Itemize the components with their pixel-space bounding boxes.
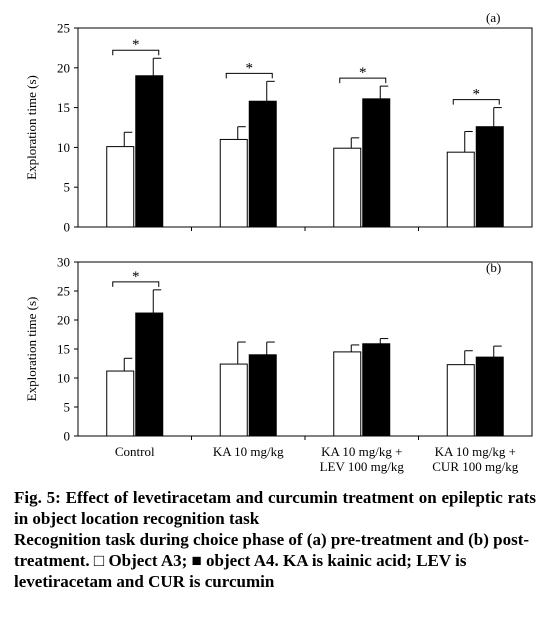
y-tick-label: 5 (64, 180, 71, 195)
significance-star: * (246, 60, 254, 76)
y-tick-label: 0 (64, 429, 71, 444)
y-tick-label: 0 (64, 220, 71, 235)
significance-star: * (473, 87, 481, 103)
y-tick-label: 5 (64, 400, 71, 415)
y-tick-label: 20 (57, 60, 70, 75)
bar-object-a3 (446, 151, 475, 228)
panel-label: (a) (486, 10, 500, 25)
bar-object-a3 (219, 363, 248, 437)
chart-panel-2: 0 5 10 15 20 25 30 Exploration time (s) (b) * (24, 255, 533, 444)
bar-object-a3 (106, 370, 135, 437)
caption-title: Fig. 5: Effect of levetiracetam and curc… (14, 488, 536, 528)
y-tick-label: 25 (57, 21, 70, 36)
y-tick-label: 25 (57, 284, 70, 299)
y-axis-label: Exploration time (s) (24, 297, 39, 402)
x-category-label: KA 10 mg/kg + (435, 444, 516, 459)
bar-object-a3 (333, 351, 362, 437)
caption-body: Recognition task during choice phase of … (14, 530, 530, 591)
x-category-label: LEV 100 mg/kg (320, 459, 405, 474)
figure-caption: Fig. 5: Effect of levetiracetam and curc… (14, 487, 536, 592)
y-tick-label: 20 (57, 313, 70, 328)
y-tick-label: 15 (57, 342, 70, 357)
significance-star: * (132, 37, 140, 53)
panel-label: (b) (486, 260, 501, 275)
y-tick-label: 10 (57, 371, 70, 386)
y-tick-label: 30 (57, 255, 70, 270)
significance-bracket (225, 72, 273, 79)
y-tick-label: 15 (57, 100, 70, 115)
bar-object-a3 (106, 146, 135, 228)
x-category-label: CUR 100 mg/kg (432, 459, 518, 474)
significance-star: * (359, 65, 367, 81)
bar-object-a4 (248, 100, 277, 228)
significance-star: * (132, 269, 140, 285)
y-tick-label: 10 (57, 140, 70, 155)
significance-bracket (452, 99, 500, 105)
bar-object-a4 (362, 98, 391, 228)
significance-bracket (112, 281, 160, 287)
x-category-label: KA 10 mg/kg (213, 444, 284, 459)
bar-object-a4 (475, 356, 504, 437)
chart-panel-1: 0 5 10 15 20 25 Exploration time (s) (a) * * * * (24, 10, 533, 235)
x-category-label: KA 10 mg/kg + (321, 444, 402, 459)
y-axis-label: Exploration time (s) (24, 75, 39, 180)
bar-object-a4 (248, 354, 277, 437)
bar-object-a3 (219, 138, 248, 228)
significance-bracket (339, 77, 387, 84)
bar-object-a4 (362, 343, 391, 437)
bar-object-a3 (446, 364, 475, 437)
x-category-label: Control (115, 444, 155, 459)
bar-object-a4 (135, 75, 164, 228)
significance-bracket (112, 49, 160, 56)
bar-object-a4 (135, 312, 164, 437)
figure: 0 5 10 15 20 25 Exploration time (s) (a) * * * * 0 5 1… (24, 10, 533, 474)
bar-object-a4 (475, 126, 504, 228)
bar-object-a3 (333, 147, 362, 228)
